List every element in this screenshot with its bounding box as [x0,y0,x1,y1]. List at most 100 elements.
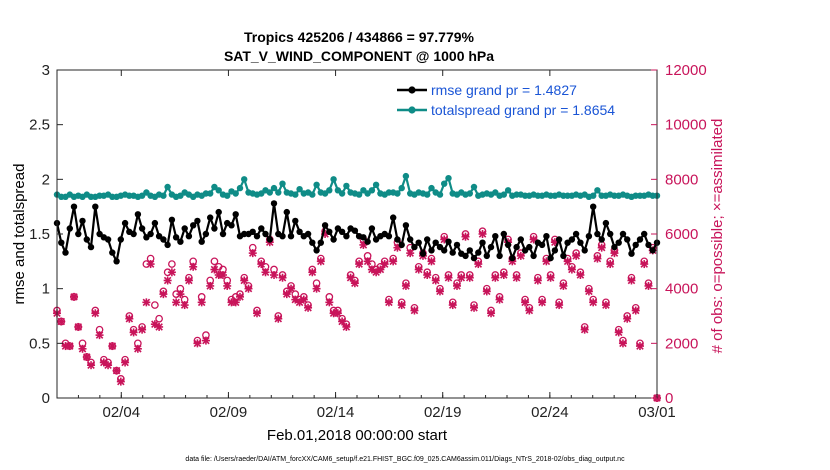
spread-point [279,180,286,187]
obs-assimilated-point [470,303,479,312]
obs-assimilated-point [567,265,576,274]
rmse-point [407,236,414,243]
rmse-point [177,238,184,245]
rmse-point [338,228,346,235]
rmse-point [445,238,452,245]
obs-assimilated-point [112,366,121,375]
rmse-point [470,254,478,262]
rmse-point [168,216,176,223]
obs-assimilated-point [304,303,313,312]
rmse-point [266,236,273,243]
rmse-point [58,239,65,246]
obs-assimilated-point [270,271,279,279]
rmse-point [160,236,167,243]
y-right-tick-label: 2000 [665,335,698,352]
obs-assimilated-point [197,298,206,307]
spread-point [355,191,363,198]
rmse-point [526,243,533,251]
obs-assimilated-point [65,342,74,351]
obs-assimilated-point [159,290,168,299]
spread-point [368,187,376,194]
obs-assimilated-point [206,281,215,290]
rmse-point [432,239,439,246]
rmse-point [185,233,193,240]
obs-assimilated-point [121,358,130,367]
obs-assimilated-point [116,377,125,386]
obs-assimilated-point [316,257,325,266]
rmse-point [624,236,631,243]
obs-assimilated-point [635,342,644,351]
rmse-point [66,225,74,232]
rmse-point [368,225,376,232]
spread-point [160,192,167,199]
rmse-point [636,236,644,243]
y-axis-label-right: # of obs: o=possible; ×=assimilated [709,119,726,354]
spread-point [326,187,333,194]
obs-assimilated-point [572,251,581,260]
obs-assimilated-point [235,292,244,301]
spread-point [500,191,507,198]
rmse-point [619,230,627,238]
rmse-point [577,239,584,246]
spread-point [445,175,452,182]
obs-assimilated-point [248,249,257,258]
y-tick-label: 1.5 [29,226,50,243]
axis-ticks: 02/04 02/09 02/14 02/19 02/24 03/0100.511.522… [29,62,707,421]
chart-title: Tropics 425206 / 434866 = 97.779% [244,29,475,45]
rmse-point [304,230,312,238]
spread-point [428,184,435,192]
rmse-point [309,239,316,246]
legend-box [391,76,655,123]
y-axis-label: rmse and totalspread [11,164,28,305]
rmse-point [398,241,405,249]
y-tick-label: 0 [42,390,50,407]
obs-assimilated-point [138,325,147,334]
obs-assimilated-point [601,301,610,310]
rmse-point [164,241,171,249]
y-right-tick-label: 12000 [665,62,707,79]
rmse-point [568,236,576,243]
obs-assimilated-point [516,251,525,260]
obs-assimilated-point [363,257,372,266]
obs-assimilated-point [172,298,181,307]
rmse-point [130,230,137,238]
y-tick-label: 1 [42,281,50,298]
obs-assimilated-point [376,265,385,274]
spread-point [470,183,478,191]
spread-point [466,190,473,197]
rmse-point [385,233,393,240]
obs-assimilated-point [406,249,415,258]
rmse-point [113,258,120,265]
obs-assimilated-point [499,271,508,279]
rmse-point [70,203,78,210]
obs-assimilated-point [78,344,87,353]
spread-point [441,180,448,187]
rmse-point [194,217,201,225]
rmse-point [147,230,154,238]
rmse-point [632,241,639,249]
obs-assimilated-point [384,298,393,307]
rmse-point [538,241,546,249]
obs-assimilated-point [444,273,453,282]
obs-assimilated-point [218,271,227,279]
obs-assimilated-point [644,281,653,290]
rmse-point [449,249,456,256]
rmse-point [645,241,652,249]
obs-assimilated-point [491,273,500,282]
rmse-point [492,233,499,240]
rmse-point [453,241,461,249]
obs-assimilated-point [589,298,598,307]
spread-point [296,186,303,193]
obs-possible-point [210,257,219,266]
obs-assimilated-point [627,276,636,285]
rmse-point [172,234,180,241]
obs-assimilated-point [525,306,534,315]
rmse-point [79,217,86,225]
obs-assimilated-point [580,325,589,334]
rmse-point [479,239,486,246]
rmse-point [321,222,329,229]
rmse-point [462,252,469,260]
obs-assimilated-point [91,309,100,318]
obs-assimilated-point [257,260,266,269]
obs-assimilated-point [538,298,547,307]
